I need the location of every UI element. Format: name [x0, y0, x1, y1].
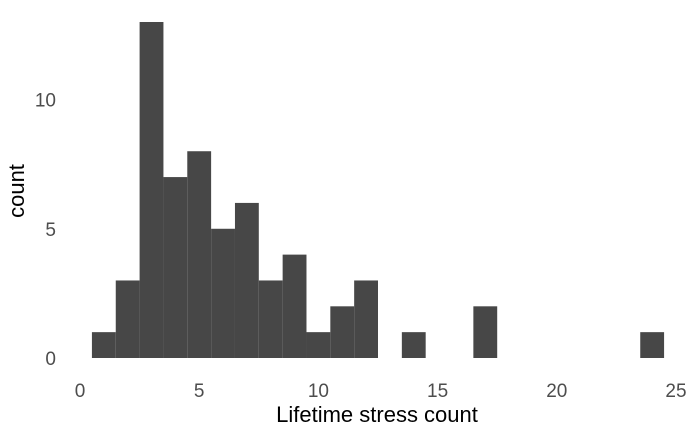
y-tick-label: 5 — [45, 220, 56, 241]
histogram-bar-8 — [282, 254, 307, 358]
histogram-bar-11 — [354, 280, 378, 358]
histogram-bar-3 — [163, 177, 188, 358]
x-tick-label: 0 — [75, 381, 86, 402]
histogram-bar-10 — [330, 306, 355, 358]
y-tick-label: 0 — [45, 349, 56, 370]
x-tick-label: 25 — [665, 381, 686, 402]
histogram-bar-6 — [234, 202, 259, 358]
histogram-bar-2 — [139, 22, 164, 358]
histogram-bar-9 — [306, 332, 331, 358]
histogram-bar-4 — [187, 151, 212, 358]
x-axis-tick-labels: 0 5 10 15 20 25 — [75, 381, 687, 402]
x-axis-title: Lifetime stress count — [276, 402, 478, 427]
histogram-bar-7 — [258, 280, 283, 358]
histogram-bar-14 — [640, 332, 665, 358]
histogram-bar-1 — [115, 280, 140, 358]
x-tick-label: 20 — [546, 381, 567, 402]
x-tick-label: 15 — [427, 381, 448, 402]
histogram-bar-12 — [401, 332, 426, 358]
x-tick-label: 10 — [308, 381, 329, 402]
histogram-bars — [91, 22, 665, 358]
histogram-bar-5 — [211, 228, 235, 358]
y-tick-label: 10 — [35, 91, 56, 112]
y-axis-tick-labels: 0 5 10 — [35, 91, 56, 370]
histogram-bar-0 — [91, 332, 116, 358]
x-tick-label: 5 — [194, 381, 205, 402]
y-axis-title: count — [4, 164, 29, 218]
histogram-bar-13 — [473, 306, 498, 358]
